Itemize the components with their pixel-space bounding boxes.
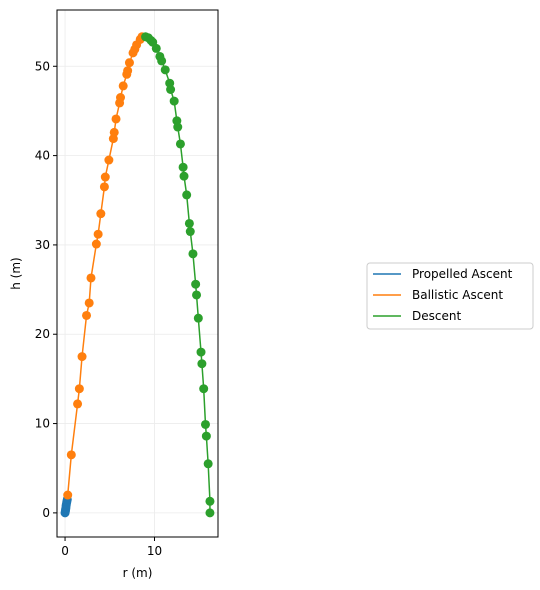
y-tick-label: 0 xyxy=(42,506,50,520)
data-point xyxy=(182,190,192,200)
data-point xyxy=(175,139,185,149)
data-point xyxy=(157,56,167,66)
data-point xyxy=(63,490,73,500)
data-point xyxy=(99,182,109,192)
data-point xyxy=(123,66,133,76)
data-point xyxy=(82,310,92,320)
data-point xyxy=(109,127,119,137)
ticks: 0 10 0 10 20 30 40 50 xyxy=(35,59,162,558)
data-point xyxy=(111,114,121,124)
x-axis-label: r (m) xyxy=(123,566,153,580)
legend-box xyxy=(366,262,534,330)
y-tick-label: 10 xyxy=(35,417,50,431)
data-point xyxy=(93,229,103,239)
y-tick-label: 30 xyxy=(35,238,50,252)
data-point xyxy=(160,65,170,75)
data-point xyxy=(124,58,134,68)
data-point xyxy=(73,399,83,409)
data-point xyxy=(74,384,84,394)
data-point xyxy=(118,81,128,91)
legend-entry: Descent xyxy=(412,309,461,323)
axes-frame xyxy=(56,9,219,538)
data-point xyxy=(66,450,76,460)
series-2 xyxy=(141,32,215,518)
legend-entry: Propelled Ascent xyxy=(412,267,513,281)
y-tick-label: 50 xyxy=(35,59,50,73)
grid xyxy=(57,10,218,537)
data-point xyxy=(196,347,206,357)
data-point xyxy=(205,496,215,506)
data-point xyxy=(205,508,215,518)
data-point xyxy=(192,290,202,300)
data-point xyxy=(169,96,179,106)
y-axis-label: h (m) xyxy=(9,257,23,289)
data-point xyxy=(200,419,210,429)
series-line xyxy=(66,36,143,496)
data-point xyxy=(197,359,207,369)
data-point xyxy=(100,172,110,182)
y-tick-label: 20 xyxy=(35,327,50,341)
data-point xyxy=(203,459,213,469)
data-point xyxy=(173,122,183,132)
data-point xyxy=(188,249,198,259)
y-tick-label: 40 xyxy=(35,149,50,163)
x-tick-label: 10 xyxy=(147,544,162,558)
legend: Propelled Ascent Ballistic Ascent Descent xyxy=(366,262,534,330)
x-tick-label: 0 xyxy=(61,544,69,558)
data-point xyxy=(193,313,203,323)
data-point xyxy=(116,93,126,103)
data-point xyxy=(179,171,189,181)
data-point xyxy=(151,43,161,53)
legend-entry: Ballistic Ascent xyxy=(412,288,503,302)
series-layer xyxy=(60,32,215,518)
data-point xyxy=(199,384,209,394)
data-point xyxy=(201,431,211,441)
data-point xyxy=(185,227,195,237)
data-point xyxy=(86,273,96,283)
data-point xyxy=(77,352,87,362)
series-1 xyxy=(63,32,147,500)
data-point xyxy=(191,279,201,289)
data-point xyxy=(96,209,106,219)
data-point xyxy=(84,298,94,308)
data-point xyxy=(184,218,194,228)
data-point xyxy=(166,85,176,94)
data-point xyxy=(178,162,188,172)
data-point xyxy=(91,239,101,249)
data-point xyxy=(104,155,114,165)
